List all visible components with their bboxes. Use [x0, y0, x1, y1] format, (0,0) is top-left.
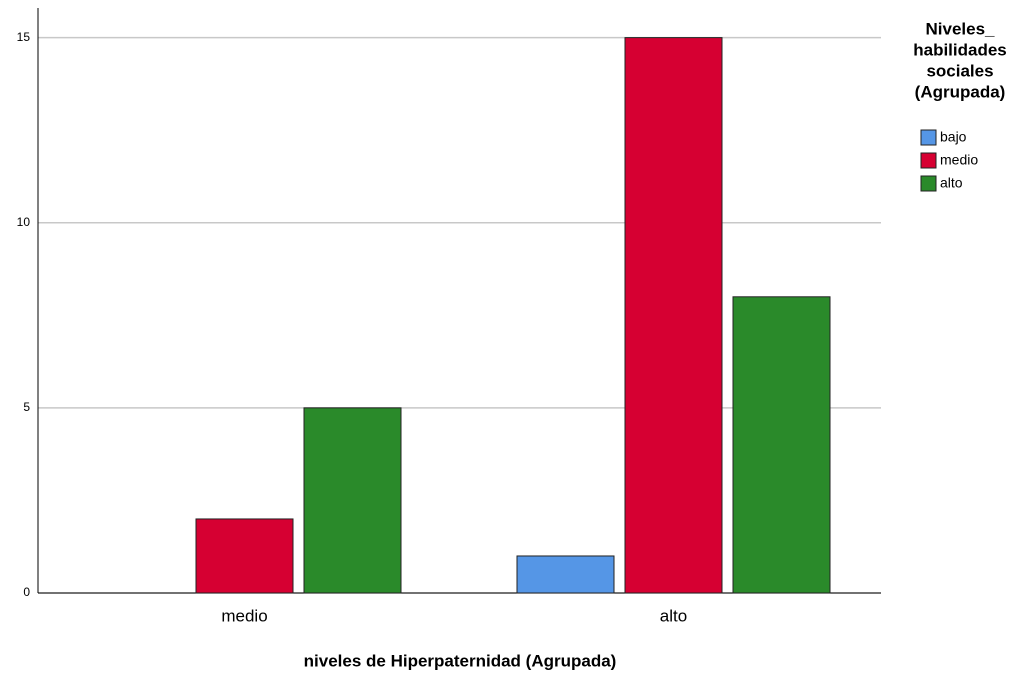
legend-swatch — [920, 152, 937, 169]
bar — [732, 296, 831, 594]
legend-label: alto — [940, 175, 963, 191]
legend-swatch — [920, 129, 937, 146]
legend-label: medio — [940, 152, 978, 168]
bar — [303, 407, 402, 594]
legend-title: habilidades — [913, 40, 1007, 59]
bar — [624, 37, 723, 594]
bar — [195, 518, 294, 594]
y-tick-label: 15 — [17, 30, 31, 44]
legend-title: (Agrupada) — [915, 82, 1006, 101]
y-tick-label: 0 — [23, 585, 30, 599]
x-axis-label: niveles de Hiperpaternidad (Agrupada) — [304, 651, 617, 670]
legend-title: Niveles_ — [926, 19, 996, 38]
legend-swatch — [920, 175, 937, 192]
x-tick-label: alto — [660, 606, 687, 625]
x-tick-label: medio — [221, 606, 267, 625]
legend-title: sociales — [926, 61, 993, 80]
bar — [516, 555, 615, 594]
legend-label: bajo — [940, 129, 967, 145]
y-tick-label: 5 — [23, 400, 30, 414]
y-tick-label: 10 — [17, 215, 31, 229]
